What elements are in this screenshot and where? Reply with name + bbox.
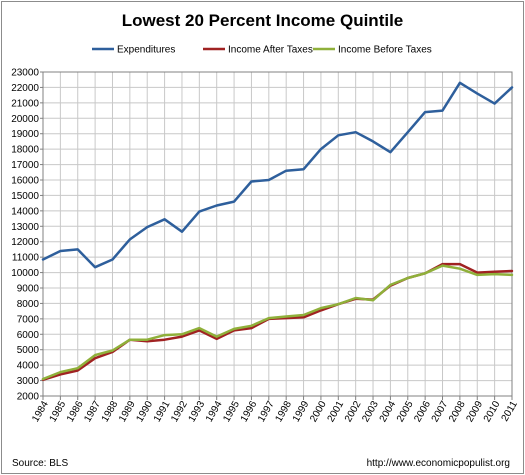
source-label: Source: BLS — [12, 458, 68, 469]
x-tick-label: 1993 — [187, 399, 208, 424]
y-tick-label: 10000 — [11, 268, 39, 279]
x-tick-label: 2008 — [447, 399, 468, 424]
x-tick-label: 1994 — [204, 399, 225, 424]
legend-label: Income After Taxes — [228, 45, 313, 56]
y-tick-label: 18000 — [11, 145, 39, 156]
axes: 2000 3000 4000 5000 6000 7000 8000 9000 10000 110… — [11, 68, 520, 425]
gridlines — [42, 71, 513, 397]
x-tick-label: 1984 — [30, 399, 51, 424]
x-tick-label: 2005 — [395, 399, 416, 424]
y-tick-label: 12000 — [11, 237, 39, 248]
source-url: http://www.economicpopulist.org — [367, 458, 510, 469]
y-tick-label: 14000 — [11, 206, 39, 217]
x-tick-label: 1996 — [239, 399, 260, 424]
x-tick-label: 2002 — [343, 399, 364, 424]
y-tick-label: 19000 — [11, 129, 39, 140]
series-line-income-before-taxes — [41, 264, 514, 381]
y-tick-label: 13000 — [11, 222, 39, 233]
legend: Expenditures Income After Taxes Income Bef… — [92, 45, 432, 56]
x-tick-label: 1998 — [273, 399, 294, 424]
x-tick-label: 1990 — [134, 399, 155, 424]
y-tick-label: 11000 — [12, 253, 40, 264]
y-tick-label: 20000 — [11, 114, 39, 125]
x-tick-label: 2004 — [378, 399, 399, 424]
x-tick-label: 2000 — [308, 399, 329, 424]
y-tick-label: 15000 — [11, 191, 39, 202]
y-tick-label: 9000 — [17, 284, 40, 295]
y-tick-label: 17000 — [11, 160, 39, 171]
series-lines — [41, 81, 514, 382]
legend-label: Income Before Taxes — [338, 45, 432, 56]
series-line-income-after-taxes — [41, 262, 514, 382]
y-tick-label: 6000 — [17, 330, 40, 341]
x-tick-label: 2007 — [430, 399, 451, 424]
y-tick-label: 22000 — [11, 83, 39, 94]
y-tick-label: 5000 — [17, 345, 40, 356]
x-tick-label: 1995 — [221, 399, 242, 424]
y-tick-label: 4000 — [17, 361, 40, 372]
x-tick-label: 2011 — [500, 399, 520, 424]
y-tick-label: 23000 — [11, 68, 39, 79]
x-tick-label: 1992 — [169, 399, 190, 424]
x-tick-label: 1991 — [152, 399, 173, 424]
x-tick-label: 2006 — [412, 399, 433, 424]
series-line-expenditures — [41, 81, 514, 269]
y-tick-label: 3000 — [17, 376, 40, 387]
x-tick-label: 1997 — [256, 399, 277, 424]
y-tick-label: 7000 — [17, 314, 40, 325]
y-tick-label: 16000 — [11, 176, 39, 187]
y-tick-label: 2000 — [17, 392, 40, 403]
y-tick-label: 8000 — [17, 299, 40, 310]
x-tick-label: 1988 — [100, 399, 121, 424]
x-tick-label: 1989 — [117, 399, 138, 424]
legend-label: Expenditures — [117, 45, 175, 56]
x-tick-label: 2003 — [360, 399, 381, 424]
x-tick-label: 1999 — [291, 399, 312, 424]
footer: Source: BLS http://www.economicpopulist.… — [12, 458, 510, 469]
x-tick-label: 2010 — [482, 399, 503, 424]
x-tick-label: 1986 — [65, 399, 86, 424]
x-tick-label: 1985 — [48, 399, 69, 424]
x-tick-label: 1987 — [82, 399, 103, 424]
x-tick-label: 2009 — [464, 399, 485, 424]
chart-title: Lowest 20 Percent Income Quintile — [121, 11, 404, 30]
plot-area-frame — [42, 71, 513, 397]
y-tick-label: 21000 — [11, 98, 39, 109]
x-tick-label: 2001 — [326, 399, 347, 424]
